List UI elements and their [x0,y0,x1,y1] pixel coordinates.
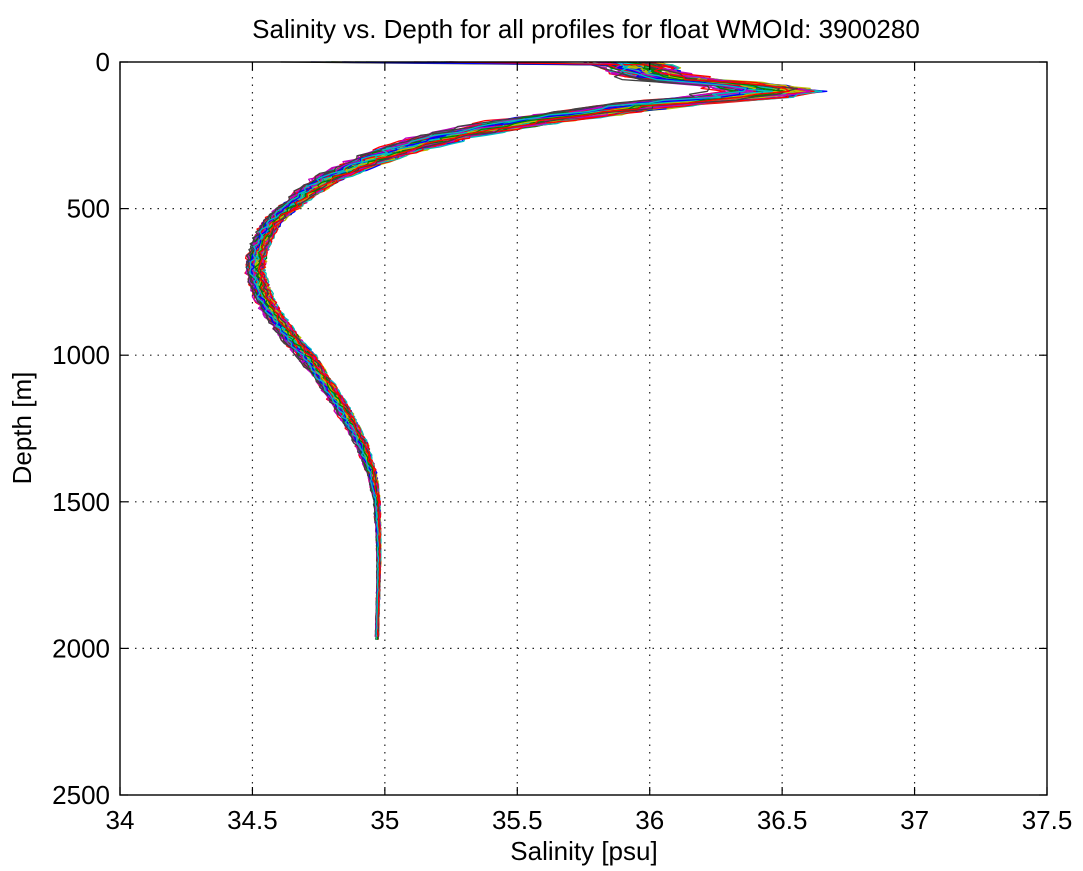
profile-line [245,61,737,637]
profile-line [256,61,794,637]
profile-line [253,61,780,637]
y-tick-label: 0 [96,47,110,77]
profile-line [252,61,773,637]
x-tick-label: 37 [900,805,929,835]
profile-line [245,61,734,637]
profile-line [253,61,766,640]
profile-line [261,61,811,637]
profile-line [258,61,786,640]
y-tick-label: 1000 [52,340,110,370]
profile-line [254,61,785,640]
profile-line [260,61,823,637]
profile-line [249,61,767,637]
profile-line [249,61,749,637]
y-axis-label: Depth [m] [7,372,37,485]
grid-lines [120,62,1047,795]
profile-line [256,61,783,637]
x-axis-label: Salinity [psu] [510,836,657,866]
profile-line [261,61,823,637]
x-tick-label: 34 [106,805,135,835]
y-tick-label: 1500 [52,487,110,517]
profile-line [255,61,785,637]
profile-line [244,61,726,637]
profile-line [261,61,828,637]
profile-line [257,61,811,640]
profile-line [258,61,792,637]
profile-line [251,61,765,637]
profile-line [246,61,739,640]
profile-line [252,61,757,637]
profile-line [249,61,734,637]
profile-line [245,61,710,637]
profile-line [246,61,739,637]
profile-line [253,61,780,637]
profile-line [249,61,758,637]
profile-line [251,61,767,640]
profile-line [249,61,747,637]
profile-line [247,61,753,640]
x-tick-label: 36.5 [757,805,808,835]
y-tick-label: 500 [67,194,110,224]
profile-line [249,61,745,640]
chart-title: Salinity vs. Depth for all profiles for … [252,14,920,44]
profile-line [258,61,808,637]
profile-line [254,61,775,640]
profile-line [246,61,751,640]
profile-line [253,61,775,637]
profile-line [260,61,806,640]
y-tick-label: 2500 [52,780,110,810]
y-tick-label: 2000 [52,633,110,663]
profile-line [252,61,757,640]
profile-line [249,61,743,637]
profile-line [256,61,784,637]
x-tick-label: 35 [370,805,399,835]
x-tick-label: 35.5 [492,805,543,835]
x-tick-label: 34.5 [227,805,278,835]
profile-line [261,61,805,637]
profile-line [247,61,748,637]
profile-line [251,61,773,640]
profile-line [260,61,822,637]
profile-line [259,61,815,637]
profile-line [256,61,801,640]
profile-line [253,61,794,637]
profile-line [258,61,810,640]
profile-line [257,61,790,637]
profile-line [246,61,753,637]
profile-line [249,61,757,637]
axis-ticks: 34 34.5 35 35.5 36 36.5 37 37.5 0 500 1000 1500 2000… [52,47,1072,835]
x-tick-label: 36 [635,805,664,835]
plot-area-frame [119,61,1048,796]
x-tick-label: 37.5 [1022,805,1073,835]
profile-line [258,61,798,640]
profile-lines [244,61,828,640]
profile-line [248,61,748,637]
profile-line [254,61,765,640]
profile-line [250,61,752,637]
profile-line [258,61,800,637]
profile-line [260,61,822,640]
profile-line [248,61,736,640]
profile-line [250,61,754,637]
